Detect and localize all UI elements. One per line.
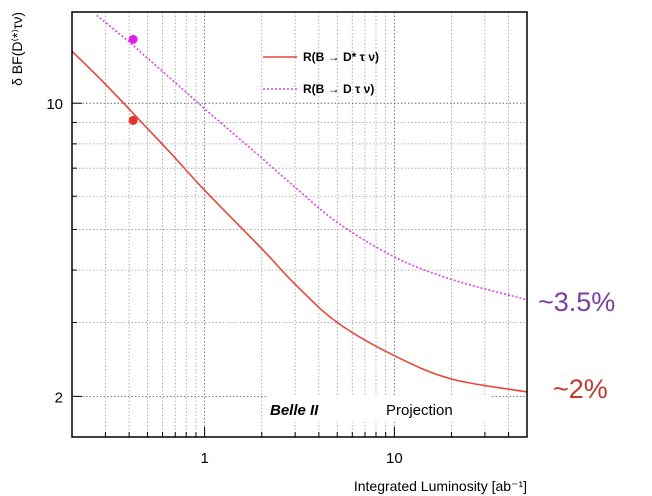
projection-label: Projection xyxy=(386,402,453,419)
x-tick-label: 10 xyxy=(386,450,403,467)
belle-ii-annotation: Belle II Projection xyxy=(266,396,492,422)
x-tick-label: 1 xyxy=(200,450,208,467)
y-tick-label: 2 xyxy=(55,389,63,406)
legend-label-r-dstar: R(B → D* τ ν) xyxy=(303,50,379,64)
legend-label-r-d: R(B → D τ ν) xyxy=(303,82,374,96)
tick-labels: 1 10 2 10 xyxy=(46,96,402,467)
tick-marks xyxy=(72,102,510,437)
side-annotation-d: ~3.5% xyxy=(538,287,615,317)
series-group xyxy=(72,14,527,393)
series-marker-r-d xyxy=(128,34,138,44)
series-marker-r-dstar xyxy=(128,115,138,125)
y-tick-label: 10 xyxy=(46,96,63,113)
belle-ii-label: Belle II xyxy=(270,402,319,419)
y-axis-title: δ BF(D⁽*⁾τν) xyxy=(9,12,25,86)
annotation-background xyxy=(266,396,492,422)
series-line-r-dstar xyxy=(72,50,527,393)
x-axis-title: Integrated Luminosity [ab⁻¹] xyxy=(354,478,527,494)
side-annotation-dstar: ~2% xyxy=(553,374,608,404)
plot-frame xyxy=(71,11,528,438)
legend: R(B → D* τ ν) R(B → D τ ν) xyxy=(263,50,379,96)
series-line-r-d xyxy=(96,14,527,301)
